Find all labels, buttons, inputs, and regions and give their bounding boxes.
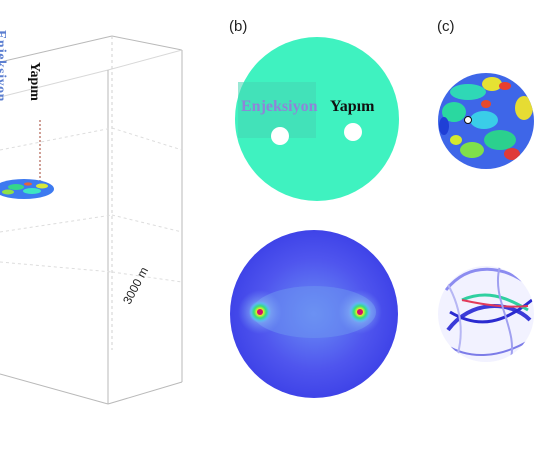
box-edge [0,35,113,63]
box-edge [111,35,183,51]
box-grid [0,261,113,273]
injector-well [271,127,289,145]
pressure-field [230,230,398,398]
reservoir-box [0,35,183,405]
permeability-map [438,73,534,169]
box-grid [111,127,183,151]
injector-well-label: Enjeksiyon [0,30,8,102]
box-grid [0,127,113,151]
box-grid [111,214,183,233]
box-edge [107,49,183,71]
panel-label-c: (c) [437,18,455,35]
disk-producer-label: Yapım [330,98,375,115]
producer-well [344,123,362,141]
disk-wells-layout [235,37,399,201]
flow-paths [438,266,534,362]
disk-injector-label: Enjeksiyon [241,98,318,115]
reservoir-disk [0,179,54,199]
producer-well-label: Yapım [27,62,42,101]
reservoir-disk-top [235,37,399,201]
box-edge [0,69,109,98]
panel-label-b: (b) [229,18,248,35]
box-grid [0,214,113,233]
box-edge [0,373,109,405]
box-edge [107,381,183,405]
